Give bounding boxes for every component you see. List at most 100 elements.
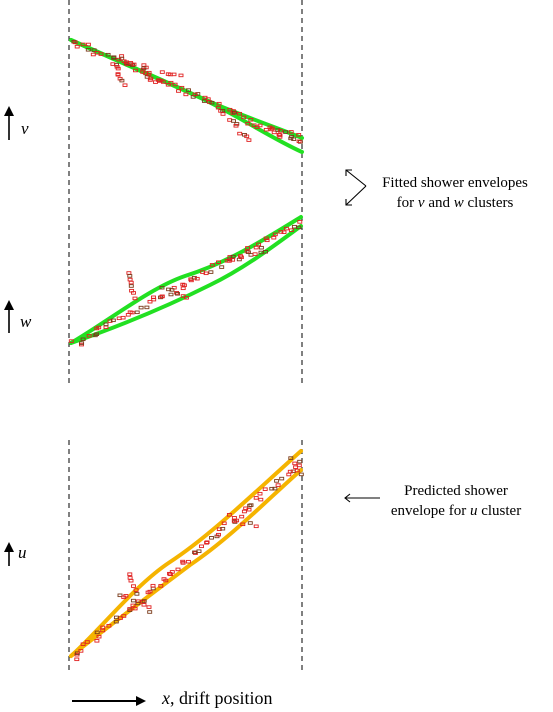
w-hit bbox=[129, 310, 135, 315]
u-hit bbox=[253, 496, 259, 500]
w-hit bbox=[278, 230, 284, 234]
v-hit bbox=[110, 62, 116, 66]
u-hit bbox=[135, 601, 141, 606]
u-hit bbox=[127, 607, 133, 611]
w-hit bbox=[271, 235, 277, 240]
u-hit bbox=[220, 526, 226, 531]
w-hit bbox=[288, 228, 294, 232]
w-hit bbox=[258, 250, 264, 255]
w-hit bbox=[127, 274, 133, 278]
v-hit bbox=[153, 80, 158, 84]
w-axis-arrow bbox=[4, 300, 14, 333]
w-hit bbox=[68, 339, 74, 343]
u-hit bbox=[163, 578, 169, 583]
u-hit bbox=[84, 640, 90, 644]
v-hit bbox=[165, 83, 171, 87]
w-hit bbox=[144, 305, 150, 310]
v-hit bbox=[283, 130, 289, 134]
v-hit bbox=[122, 83, 128, 87]
u-hit bbox=[130, 598, 136, 603]
v-hit bbox=[209, 100, 215, 105]
u-hit bbox=[100, 628, 106, 633]
v-axis-arrow bbox=[4, 106, 14, 140]
u-hit bbox=[272, 486, 278, 491]
v-hit bbox=[234, 122, 240, 126]
v-hit bbox=[119, 78, 125, 83]
v-hit bbox=[91, 48, 97, 52]
w-hit bbox=[245, 250, 251, 254]
u-envelope-lower bbox=[69, 468, 303, 658]
w-hit bbox=[159, 285, 165, 290]
u-hit bbox=[262, 487, 268, 491]
v-hit bbox=[241, 115, 247, 120]
v-hit bbox=[277, 133, 283, 137]
u-axis-arrow bbox=[4, 542, 14, 566]
v-hit bbox=[133, 68, 138, 73]
u-hit bbox=[117, 593, 123, 598]
w-hit bbox=[180, 286, 186, 291]
w-hit bbox=[297, 220, 303, 224]
u-hit bbox=[141, 599, 147, 603]
v-hit bbox=[269, 126, 275, 131]
v-hit bbox=[288, 130, 294, 134]
w-hit bbox=[175, 292, 180, 296]
u-hit bbox=[113, 615, 119, 620]
u-hit bbox=[134, 592, 140, 596]
v-hit bbox=[71, 39, 77, 44]
u-hit bbox=[128, 578, 134, 583]
w-hit bbox=[208, 270, 214, 274]
v-hit bbox=[178, 73, 184, 78]
v-hit bbox=[85, 42, 91, 47]
v-hit bbox=[147, 78, 153, 82]
v-hit bbox=[74, 44, 80, 49]
u-predicted-envelope bbox=[69, 449, 303, 658]
v-cluster-hits bbox=[71, 39, 303, 144]
v-hit bbox=[159, 70, 165, 74]
v-hit bbox=[244, 134, 250, 139]
v-hit bbox=[263, 127, 269, 132]
w-hit bbox=[127, 277, 133, 282]
w-hit bbox=[263, 236, 269, 241]
w-hit bbox=[169, 288, 175, 292]
v-hit bbox=[231, 110, 237, 115]
v-hit bbox=[237, 111, 242, 116]
w-hit bbox=[166, 287, 172, 292]
v-hit bbox=[80, 42, 86, 47]
u-hit bbox=[80, 642, 86, 646]
u-hit bbox=[133, 588, 139, 592]
w-hit bbox=[134, 310, 140, 315]
v-hit bbox=[115, 66, 121, 71]
v-hit bbox=[176, 89, 181, 93]
v-hit bbox=[192, 92, 198, 97]
u-hit bbox=[292, 461, 298, 466]
v-hit bbox=[216, 101, 222, 106]
u-hit bbox=[246, 507, 252, 512]
fitted-annotation-line1: Fitted shower envelopes bbox=[382, 175, 528, 191]
w-hit bbox=[110, 318, 116, 323]
v-hit bbox=[231, 119, 236, 123]
v-hit bbox=[291, 137, 297, 141]
u-hit bbox=[167, 571, 172, 576]
w-hit bbox=[230, 254, 236, 259]
u-hit bbox=[175, 567, 181, 572]
v-hit bbox=[271, 130, 277, 135]
fitted-envelopes-annotation: Fitted shower envelopes for v and w clus… bbox=[365, 173, 545, 213]
w-hit bbox=[263, 250, 268, 254]
u-hit bbox=[274, 479, 280, 483]
w-hit bbox=[219, 265, 225, 269]
v-hit bbox=[275, 128, 281, 132]
u-hit bbox=[150, 586, 156, 591]
v-hit bbox=[183, 92, 189, 97]
u-hit bbox=[287, 469, 293, 474]
w-hit bbox=[248, 253, 254, 257]
v-hit bbox=[257, 123, 263, 128]
u-hit bbox=[185, 559, 191, 564]
w-hit bbox=[216, 260, 221, 264]
v-hit bbox=[245, 121, 251, 126]
w-hit bbox=[116, 316, 122, 321]
u-hit bbox=[204, 541, 210, 545]
v-hit bbox=[201, 99, 207, 103]
u-hit bbox=[234, 518, 240, 523]
w-hit bbox=[264, 238, 270, 243]
predicted-annotation-line1: Predicted shower bbox=[404, 483, 508, 499]
